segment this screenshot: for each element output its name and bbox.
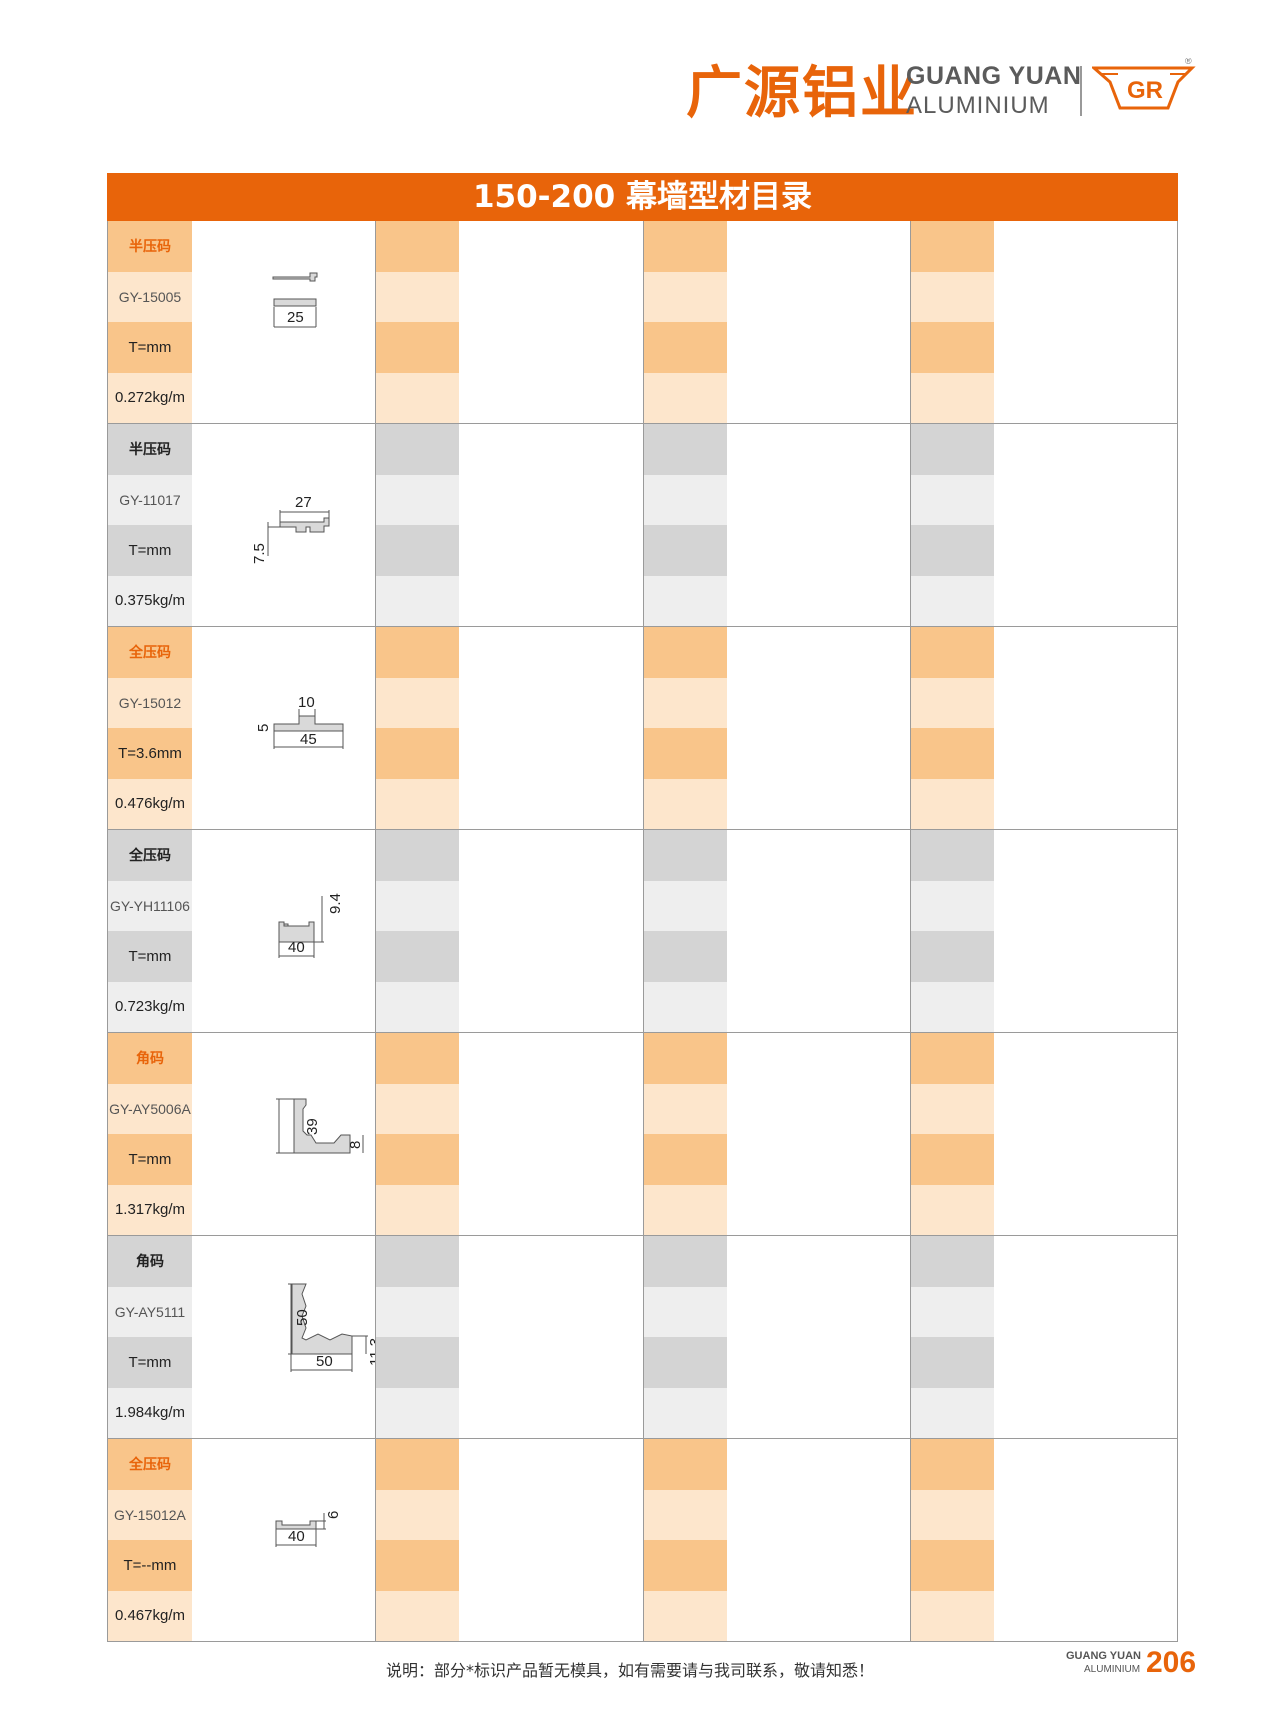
profile-info: 半压码 GY-11017 T=mm 0.375kg/m (108, 424, 192, 626)
dimension-label: 9.4 (327, 893, 344, 914)
empty-slot (642, 830, 911, 1032)
profile-code: GY-15012 (108, 677, 192, 728)
dimension-label: 8 (347, 1141, 364, 1149)
profile-info: 全压码 GY-YH11106 T=mm 0.723kg/m (108, 830, 192, 1032)
empty-slot (375, 1236, 643, 1438)
profile-code: GY-YH11106 (108, 880, 192, 931)
profile-type: 全压码 (108, 627, 192, 678)
profile-type: 角码 (108, 1033, 192, 1084)
empty-slot (642, 627, 911, 829)
profile-code: GY-AY5111 (108, 1286, 192, 1337)
dimension-label: 40 (288, 939, 305, 956)
profile-thickness: T=3.6mm (108, 728, 192, 779)
page-number: 206 (1146, 1646, 1197, 1679)
dimension-label: 50 (316, 1353, 333, 1370)
empty-slot (642, 1033, 911, 1235)
profile-code: GY-AY5006A (108, 1083, 192, 1134)
profile-weight: 1.317kg/m (108, 1184, 192, 1235)
catalog-title: 150-200 幕墙型材目录 (107, 173, 1178, 221)
dimension-label: 40 (288, 1528, 305, 1545)
brand-logo-icon: GR ® (1092, 58, 1196, 110)
empty-slot (910, 221, 1177, 423)
profile-type: 全压码 (108, 1439, 192, 1490)
profile-weight: 0.467kg/m (108, 1590, 192, 1641)
dimension-label: 11.3 (367, 1338, 375, 1366)
profile-code: GY-11017 (108, 474, 192, 525)
profile-info: 角码 GY-AY5006A T=mm 1.317kg/m (108, 1033, 192, 1235)
profile-row: 半压码 GY-15005 T=mm 0.272kg/m 25 (108, 221, 1177, 424)
logo-letters: GR (1127, 77, 1163, 104)
dimension-label: 27 (295, 494, 312, 511)
profile-drawing: 10 45 5 (192, 627, 376, 829)
brand-divider (1080, 66, 1082, 116)
brand-subtitle-en: ALUMINIUM (906, 92, 1050, 119)
profile-type: 角码 (108, 1236, 192, 1287)
profile-thickness: T=mm (108, 1134, 192, 1185)
profile-type: 全压码 (108, 830, 192, 881)
brand-name-en: GUANG YUAN (906, 62, 1082, 90)
profile-weight: 0.272kg/m (108, 372, 192, 423)
empty-slot (642, 1439, 911, 1641)
dimension-label: 25 (287, 309, 304, 326)
empty-slot (375, 1439, 643, 1641)
profile-row: 全压码 GY-YH11106 T=mm 0.723kg/m 40 9.4 (108, 830, 1177, 1033)
empty-slot (642, 1236, 911, 1438)
empty-slot (910, 830, 1177, 1032)
profile-catalog-table: 150-200 幕墙型材目录 半压码 GY-15005 T=mm 0.272kg… (107, 173, 1178, 1642)
profile-row: 半压码 GY-11017 T=mm 0.375kg/m 27 7.5 (108, 424, 1177, 627)
profile-drawing: 40 6 (192, 1439, 376, 1641)
profile-row: 角码 GY-AY5111 T=mm 1.984kg/m 50 50 (108, 1236, 1177, 1439)
empty-slot (642, 424, 911, 626)
profile-drawing: 39 8 (192, 1033, 376, 1235)
footer-brand-name: GUANG YUAN (1066, 1650, 1141, 1662)
dimension-label: 39 (304, 1118, 321, 1135)
dimension-label: 6 (325, 1511, 342, 1519)
footer-note: 说明：部分*标识产品暂无模具，如有需要请与我司联系，敬请知悉！ (386, 1661, 875, 1680)
profile-info: 角码 GY-AY5111 T=mm 1.984kg/m (108, 1236, 192, 1438)
empty-slot (910, 1439, 1177, 1641)
dimension-label: 5 (255, 724, 272, 732)
profile-thickness: T=mm (108, 322, 192, 373)
profile-thickness: T=mm (108, 1337, 192, 1388)
dimension-label: 50 (294, 1309, 311, 1326)
profile-info: 全压码 GY-15012A T=--mm 0.467kg/m (108, 1439, 192, 1641)
profile-weight: 0.375kg/m (108, 575, 192, 626)
profile-thickness: T=mm (108, 931, 192, 982)
empty-slot (642, 221, 911, 423)
profile-drawing: 27 7.5 (192, 424, 376, 626)
empty-slot (375, 424, 643, 626)
profile-type: 半压码 (108, 424, 192, 475)
profile-drawing: 40 9.4 (192, 830, 376, 1032)
dimension-label: 7.5 (251, 543, 268, 564)
profile-code: GY-15012A (108, 1489, 192, 1540)
empty-slot (910, 627, 1177, 829)
empty-slot (375, 627, 643, 829)
profile-row: 全压码 GY-15012A T=--mm 0.467kg/m 40 6 (108, 1439, 1177, 1642)
catalog-rows: 半压码 GY-15005 T=mm 0.272kg/m 25 (107, 221, 1178, 1642)
empty-slot (910, 1236, 1177, 1438)
registered-mark: ® (1185, 58, 1192, 66)
profile-type: 半压码 (108, 221, 192, 272)
empty-slot (910, 424, 1177, 626)
profile-thickness: T=--mm (108, 1540, 192, 1591)
empty-slot (375, 1033, 643, 1235)
profile-drawing: 50 50 11.3 (192, 1236, 376, 1438)
dimension-label: 10 (298, 694, 315, 711)
profile-info: 半压码 GY-15005 T=mm 0.272kg/m (108, 221, 192, 423)
profile-code: GY-15005 (108, 271, 192, 322)
brand-name-cn: 广源铝业 (686, 61, 918, 126)
profile-weight: 0.723kg/m (108, 981, 192, 1032)
empty-slot (910, 1033, 1177, 1235)
profile-info: 全压码 GY-15012 T=3.6mm 0.476kg/m (108, 627, 192, 829)
empty-slot (375, 830, 643, 1032)
dimension-label: 45 (300, 731, 317, 748)
profile-row: 角码 GY-AY5006A T=mm 1.317kg/m 39 8 (108, 1033, 1177, 1236)
profile-weight: 0.476kg/m (108, 778, 192, 829)
profile-weight: 1.984kg/m (108, 1387, 192, 1438)
footer-brand-subtitle: ALUMINIUM (1084, 1664, 1141, 1675)
profile-drawing: 25 (192, 221, 376, 423)
profile-thickness: T=mm (108, 525, 192, 576)
empty-slot (375, 221, 643, 423)
profile-row: 全压码 GY-15012 T=3.6mm 0.476kg/m 10 45 5 (108, 627, 1177, 830)
